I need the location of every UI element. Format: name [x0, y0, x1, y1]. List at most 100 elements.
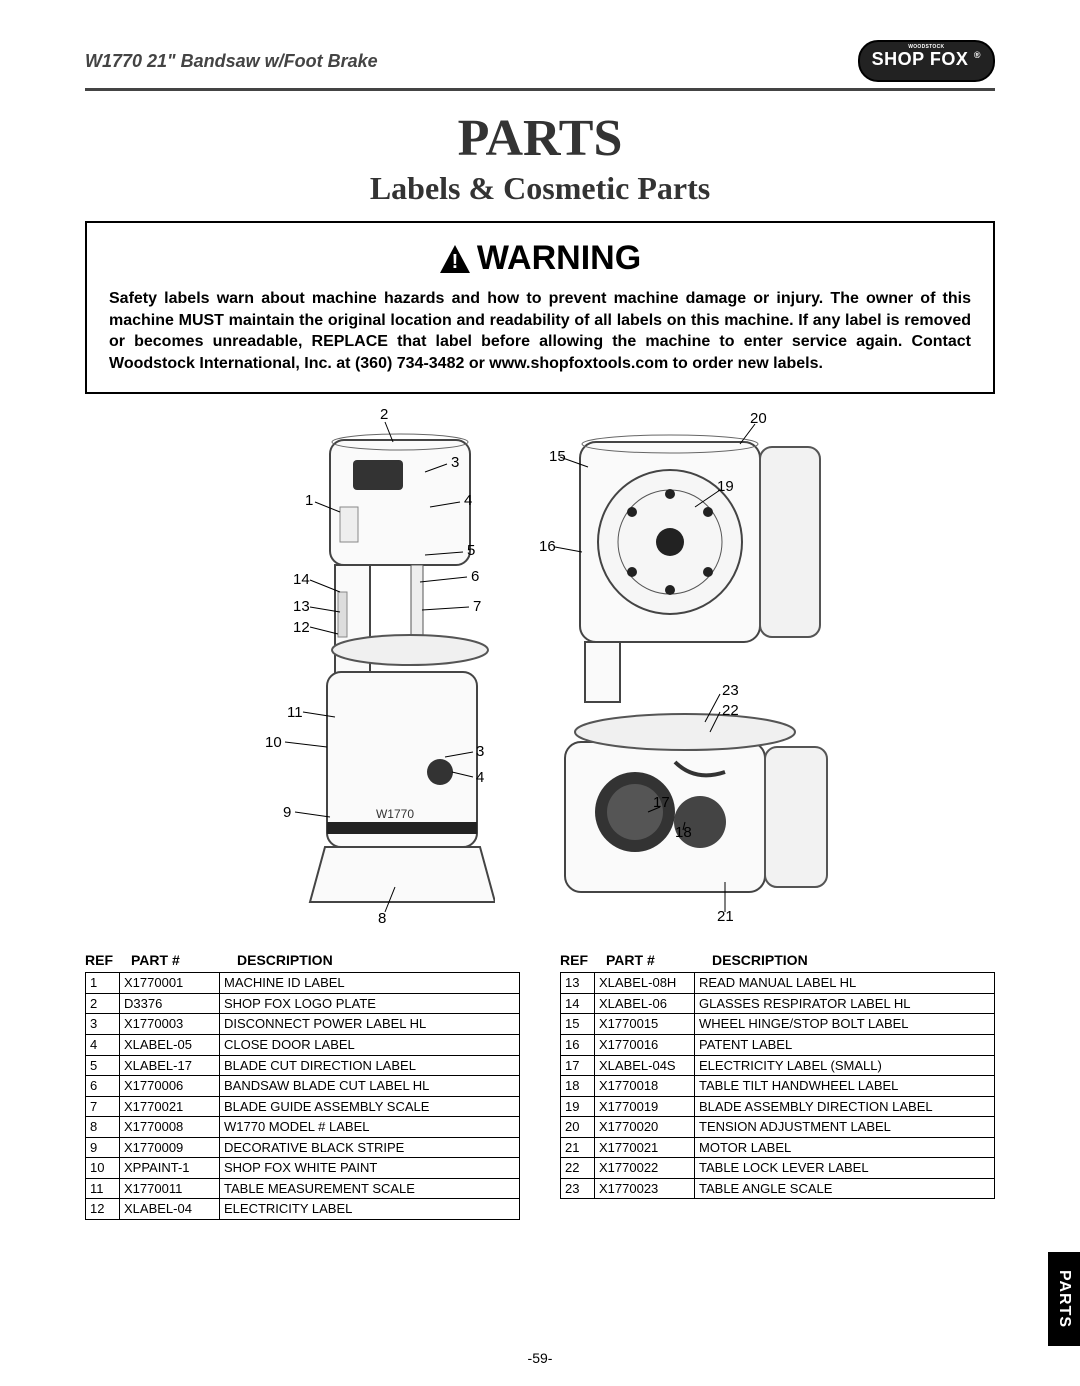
cell-ref: 21 — [561, 1137, 595, 1158]
diagram-front-view: W1770 — [215, 412, 495, 932]
warning-box: ! WARNING Safety labels warn about machi… — [85, 221, 995, 394]
cell-desc: BLADE CUT DIRECTION LABEL — [220, 1055, 520, 1076]
callout-2: 2 — [380, 406, 388, 423]
cell-part: XLABEL-08H — [595, 973, 695, 994]
cell-ref: 10 — [86, 1158, 120, 1179]
callout-14: 14 — [293, 571, 310, 588]
cell-ref: 1 — [86, 973, 120, 994]
warning-triangle-icon: ! — [439, 244, 471, 274]
table-left-body: 1X1770001MACHINE ID LABEL2D3376SHOP FOX … — [85, 972, 520, 1220]
cell-part: X1770020 — [595, 1117, 695, 1138]
table-row: 10XPPAINT-1SHOP FOX WHITE PAINT — [86, 1158, 520, 1179]
cell-desc: CLOSE DOOR LABEL — [220, 1035, 520, 1056]
table-right-body: 13XLABEL-08HREAD MANUAL LABEL HL14XLABEL… — [560, 972, 995, 1199]
callout-12: 12 — [293, 619, 310, 636]
callout-18: 18 — [675, 824, 692, 841]
cell-ref: 19 — [561, 1096, 595, 1117]
svg-text:!: ! — [451, 251, 458, 273]
warning-heading-text: WARNING — [477, 239, 641, 278]
parts-table-left: REF PART # DESCRIPTION 1X1770001MACHINE … — [85, 952, 520, 1220]
cell-desc: SHOP FOX WHITE PAINT — [220, 1158, 520, 1179]
table-header-right: REF PART # DESCRIPTION — [560, 952, 995, 968]
table-row: 1X1770001MACHINE ID LABEL — [86, 973, 520, 994]
cell-part: XLABEL-04S — [595, 1055, 695, 1076]
table-header-left: REF PART # DESCRIPTION — [85, 952, 520, 968]
callout-22: 22 — [722, 702, 739, 719]
callout-7: 7 — [473, 598, 481, 615]
cell-part: X1770022 — [595, 1158, 695, 1179]
cell-desc: READ MANUAL LABEL HL — [695, 973, 995, 994]
callout-16: 16 — [539, 538, 556, 555]
cell-ref: 8 — [86, 1117, 120, 1138]
page-header: W1770 21" Bandsaw w/Foot Brake SHOP FOX … — [85, 40, 995, 91]
cell-part: X1770021 — [595, 1137, 695, 1158]
cell-ref: 9 — [86, 1137, 120, 1158]
cell-desc: ELECTRICITY LABEL — [220, 1199, 520, 1220]
callout-4: 4 — [464, 492, 472, 509]
callout-13: 13 — [293, 598, 310, 615]
table-row: 7X1770021BLADE GUIDE ASSEMBLY SCALE — [86, 1096, 520, 1117]
table-row: 9X1770009DECORATIVE BLACK STRIPE — [86, 1137, 520, 1158]
cell-desc: MOTOR LABEL — [695, 1137, 995, 1158]
callout-8: 8 — [378, 910, 386, 927]
cell-ref: 22 — [561, 1158, 595, 1179]
cell-desc: BLADE ASSEMBLY DIRECTION LABEL — [695, 1096, 995, 1117]
table-row: 16X1770016PATENT LABEL — [561, 1035, 995, 1056]
callout-6: 6 — [471, 568, 479, 585]
callout-23: 23 — [722, 682, 739, 699]
warning-heading: ! WARNING — [109, 239, 971, 278]
cell-ref: 15 — [561, 1014, 595, 1035]
table-row: 18X1770018TABLE TILT HANDWHEEL LABEL — [561, 1076, 995, 1097]
table-row: 3X1770003DISCONNECT POWER LABEL HL — [86, 1014, 520, 1035]
th-desc: DESCRIPTION — [712, 952, 995, 968]
cell-desc: SHOP FOX LOGO PLATE — [220, 993, 520, 1014]
table-row: 5XLABEL-17BLADE CUT DIRECTION LABEL — [86, 1055, 520, 1076]
callout-21: 21 — [717, 908, 734, 925]
logo-text: SHOP FOX — [872, 49, 969, 69]
callout-4b: 4 — [476, 769, 484, 786]
cell-desc: WHEEL HINGE/STOP BOLT LABEL — [695, 1014, 995, 1035]
cell-desc: TABLE ANGLE SCALE — [695, 1178, 995, 1199]
table-row: 20X1770020TENSION ADJUSTMENT LABEL — [561, 1117, 995, 1138]
page-number: -59- — [528, 1350, 553, 1366]
bandsaw-internal-svg — [525, 412, 865, 932]
table-row: 14XLABEL-06GLASSES RESPIRATOR LABEL HL — [561, 993, 995, 1014]
table-row: 8X1770008W1770 MODEL # LABEL — [86, 1117, 520, 1138]
cell-desc: BANDSAW BLADE CUT LABEL HL — [220, 1076, 520, 1097]
subtitle: Labels & Cosmetic Parts — [85, 170, 995, 207]
cell-desc: TABLE LOCK LEVER LABEL — [695, 1158, 995, 1179]
table-row: 6X1770006BANDSAW BLADE CUT LABEL HL — [86, 1076, 520, 1097]
table-row: 22X1770022TABLE LOCK LEVER LABEL — [561, 1158, 995, 1179]
cell-ref: 11 — [86, 1178, 120, 1199]
cell-part: XLABEL-17 — [120, 1055, 220, 1076]
parts-table-right: REF PART # DESCRIPTION 13XLABEL-08HREAD … — [560, 952, 995, 1220]
cell-desc: PATENT LABEL — [695, 1035, 995, 1056]
table-row: 15X1770015WHEEL HINGE/STOP BOLT LABEL — [561, 1014, 995, 1035]
callout-9: 9 — [283, 804, 291, 821]
cell-part: X1770015 — [595, 1014, 695, 1035]
cell-desc: MACHINE ID LABEL — [220, 973, 520, 994]
callout-5: 5 — [467, 542, 475, 559]
cell-ref: 5 — [86, 1055, 120, 1076]
cell-desc: GLASSES RESPIRATOR LABEL HL — [695, 993, 995, 1014]
cell-ref: 14 — [561, 993, 595, 1014]
cell-part: X1770006 — [120, 1076, 220, 1097]
bandsaw-front-svg: W1770 — [215, 412, 495, 932]
product-title: W1770 21" Bandsaw w/Foot Brake — [85, 51, 378, 72]
cell-part: D3376 — [120, 993, 220, 1014]
callout-3: 3 — [451, 454, 459, 471]
cell-desc: BLADE GUIDE ASSEMBLY SCALE — [220, 1096, 520, 1117]
callout-19: 19 — [717, 478, 734, 495]
cell-part: XLABEL-06 — [595, 993, 695, 1014]
cell-desc: TABLE TILT HANDWHEEL LABEL — [695, 1076, 995, 1097]
cell-ref: 18 — [561, 1076, 595, 1097]
cell-ref: 16 — [561, 1035, 595, 1056]
table-row: 21X1770021MOTOR LABEL — [561, 1137, 995, 1158]
cell-part: X1770009 — [120, 1137, 220, 1158]
cell-desc: DECORATIVE BLACK STRIPE — [220, 1137, 520, 1158]
cell-ref: 2 — [86, 993, 120, 1014]
shop-fox-logo: SHOP FOX ® — [858, 40, 995, 82]
cell-part: X1770023 — [595, 1178, 695, 1199]
th-part: PART # — [606, 952, 706, 968]
callout-1: 1 — [305, 492, 313, 509]
